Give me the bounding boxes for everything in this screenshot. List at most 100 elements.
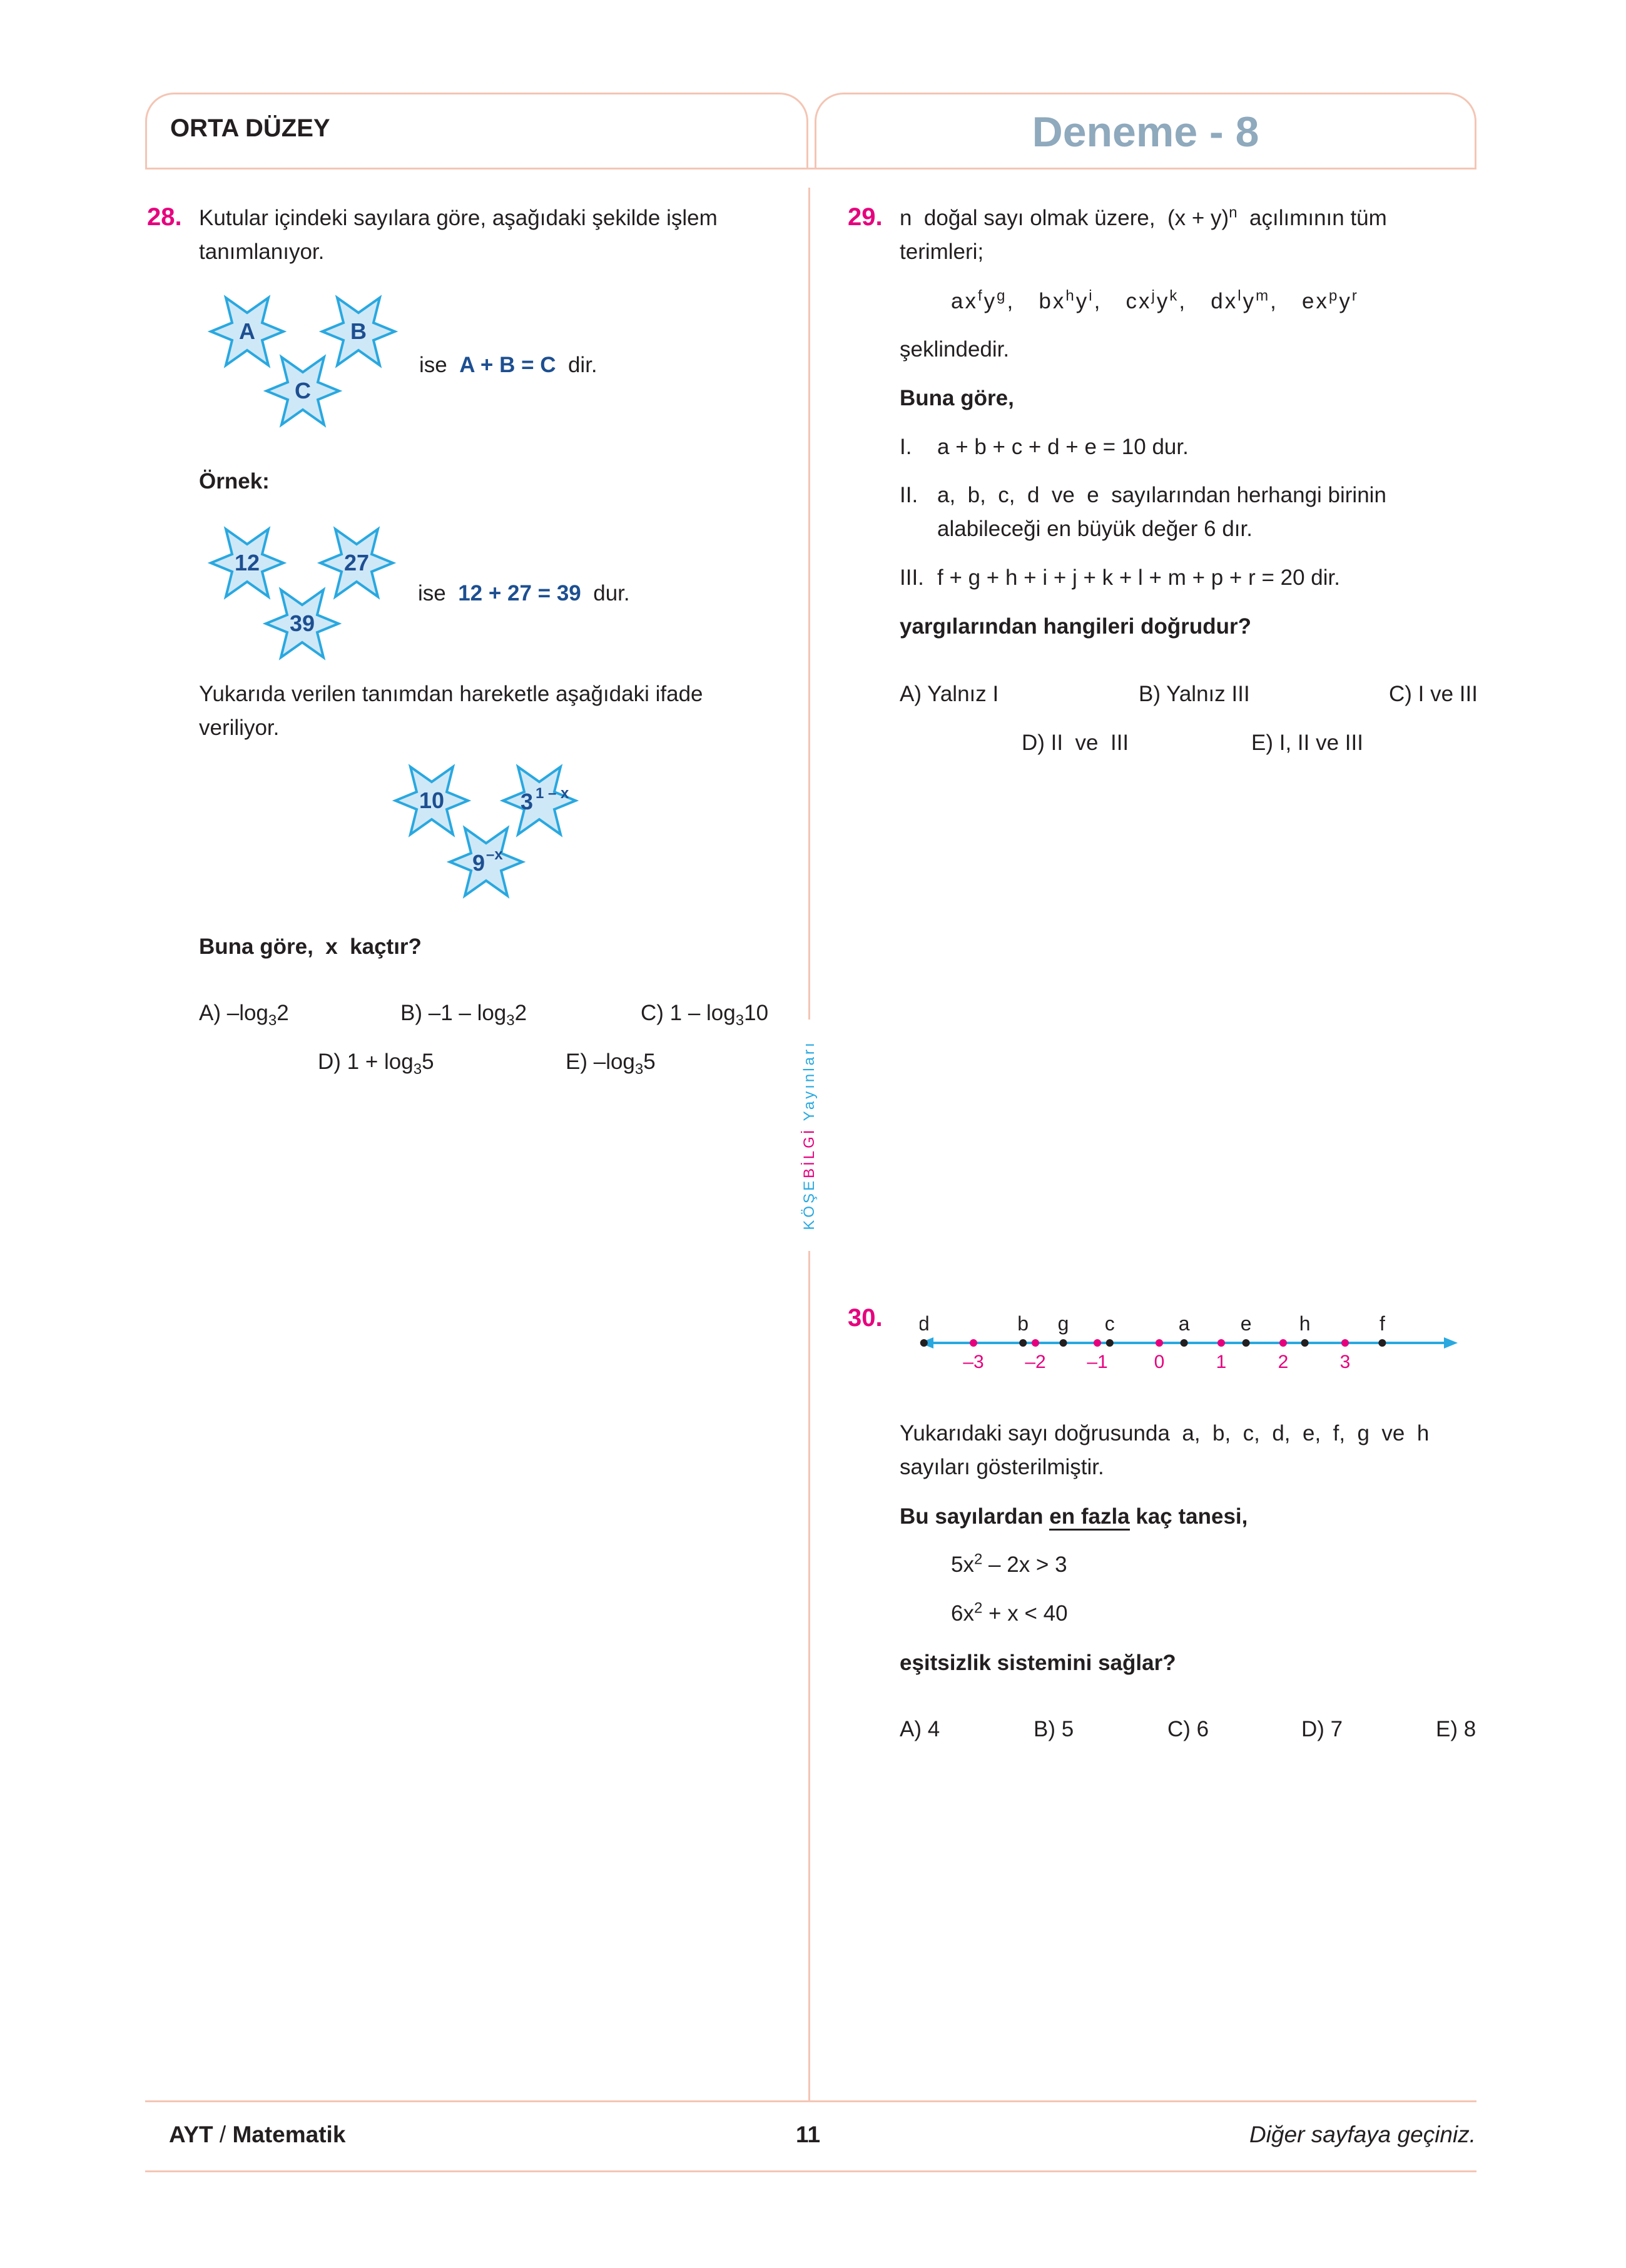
q30-option-d[interactable]: D) 7	[1301, 1717, 1343, 1741]
number-line-tick-dot	[1156, 1339, 1163, 1347]
q29-option-c[interactable]: C) I ve III	[1389, 682, 1478, 706]
q28-option-d-sub: 3	[413, 1061, 422, 1078]
number-line-tick-dot	[1217, 1339, 1225, 1347]
q29-term-2-e1: h	[1065, 287, 1076, 305]
q30-option-b[interactable]: B) 5	[1034, 1717, 1074, 1741]
q28-option-e-post: 5	[643, 1050, 656, 1074]
number-line-tick-dot	[1032, 1339, 1039, 1347]
q28-option-e-pre: E) –log	[566, 1050, 635, 1074]
q30-ineq1-a: 5x	[951, 1552, 974, 1577]
q29-term-1: axfyg,	[951, 287, 1015, 313]
q29-term-4-e1: l	[1237, 287, 1243, 305]
q30-option-a[interactable]: A) 4	[900, 1717, 940, 1741]
q28-def-equation: A + B = C	[459, 353, 556, 377]
svg-text:1 – x: 1 – x	[536, 785, 569, 802]
number-line-point-label: e	[1241, 1312, 1252, 1335]
q29-term-3-e2: k	[1169, 287, 1179, 305]
q28-option-c-sub: 3	[735, 1012, 744, 1029]
number-line-point-label: a	[1179, 1312, 1190, 1335]
q28-example-text: ise 12 + 27 = 39 dur.	[418, 577, 630, 610]
footer-page-number: 11	[796, 2122, 821, 2147]
number-line-point-dot	[1105, 1339, 1114, 1347]
q28-def-dir: dir.	[567, 353, 597, 377]
q28-option-b[interactable]: B) –1 – log32	[400, 1001, 527, 1028]
q29-option-e[interactable]: E) I, II ve III	[1251, 731, 1363, 755]
q29-line2: terimleri;	[900, 240, 984, 264]
q29-line1-sup: n	[1229, 204, 1237, 221]
q29-question: yargılarından hangileri doğrudur?	[900, 614, 1251, 639]
footer-exam: AYT	[169, 2122, 213, 2147]
q28-option-c[interactable]: C) 1 – log310	[641, 1001, 769, 1029]
q28-option-a[interactable]: A) –log32	[199, 1001, 289, 1028]
q29-term-2-e2: i	[1089, 287, 1094, 305]
q29-term-3-e1: j	[1151, 287, 1157, 305]
header-left-box	[145, 93, 808, 168]
number-line-tick-label: –3	[963, 1352, 983, 1372]
star-label-power9-base: 9	[472, 850, 485, 876]
q29-term-1-v: y	[983, 289, 997, 313]
q28-option-a-post: 2	[277, 1001, 289, 1025]
q29-term-5: expyr	[1302, 288, 1359, 313]
q30-inequality-2: 6x2 + x < 40	[951, 1597, 1068, 1631]
footer-next-page: Diğer sayfaya geçiniz.	[1249, 2122, 1476, 2147]
q29-option-b[interactable]: B) Yalnız III	[1139, 682, 1250, 706]
footer-bottom-line	[145, 2170, 1476, 2172]
number-line-tick-dot	[1279, 1339, 1287, 1347]
number-line-point-dot	[1059, 1339, 1067, 1347]
number-line-point-label: g	[1058, 1312, 1069, 1335]
number-line-point-dot	[1242, 1339, 1250, 1347]
level-label: ORTA DÜZEY	[170, 114, 330, 142]
q29-term-4-v: y	[1242, 289, 1256, 313]
q30-number-line: –3 –2 –1 0 1 2 3 d b g c a e h f	[920, 1312, 1458, 1372]
q28-text-line2: veriliyor.	[199, 716, 280, 740]
q28-option-e[interactable]: E) –log35	[566, 1050, 656, 1078]
svg-text:3: 3	[521, 789, 533, 814]
q29-term-4: dxlym,	[1211, 287, 1278, 313]
number-line-right-arrow	[1444, 1337, 1458, 1349]
q29-terms: axfyg, bxhyi, cxjyk, dxlym, expyr	[951, 285, 1359, 318]
svg-text:–x: –x	[486, 846, 503, 863]
number-line-tick-label: –2	[1025, 1352, 1045, 1372]
number-line-tick-label: –1	[1087, 1352, 1107, 1372]
page-title: Deneme - 8	[1032, 108, 1259, 156]
footer-subject: AYT / Matematik	[169, 2122, 345, 2148]
number-line-tick-dot	[970, 1339, 977, 1347]
q28-option-d-pre: D) 1 + log	[318, 1050, 414, 1074]
q28-option-d[interactable]: D) 1 + log35	[318, 1050, 434, 1078]
q29-option-d[interactable]: D) II ve III	[1022, 731, 1129, 755]
q29-term-5-c: ex	[1302, 289, 1329, 313]
q28-intro-line2: tanımlanıyor.	[199, 240, 325, 264]
number-line-tick-dot	[1341, 1339, 1349, 1347]
publisher-watermark: KÖŞEBİLGİ Yayınları	[801, 1040, 818, 1230]
q30-ineq2-a: 6x	[951, 1601, 974, 1626]
q28-text-line1: Yukarıda verilen tanımdan hareketle aşağ…	[199, 682, 703, 706]
q29-term-5-v: y	[1339, 289, 1352, 313]
q29-option-a[interactable]: A) Yalnız I	[900, 682, 999, 706]
q30-option-c[interactable]: C) 6	[1167, 1717, 1209, 1741]
number-line-tick-label: 0	[1154, 1352, 1165, 1372]
q30-ineq1-b: – 2x > 3	[982, 1552, 1067, 1577]
q30-ineq1-sup: 2	[973, 1551, 983, 1568]
star-label-power3-exp: 1 – x	[536, 785, 569, 802]
q30-option-e[interactable]: E) 8	[1436, 1717, 1476, 1741]
publisher-brand-c: Yayınları	[801, 1040, 818, 1128]
q28-question: Buna göre, x kaçtır?	[199, 934, 422, 959]
q30-inequality-1: 5x2 – 2x > 3	[951, 1548, 1067, 1582]
star-label-power9-exp: –x	[486, 846, 503, 863]
q28-option-c-post: 10	[744, 1001, 769, 1025]
q28-intro-line1: Kutular içindeki sayılara göre, aşağıdak…	[199, 206, 718, 230]
header-underline	[145, 168, 1476, 170]
q29-buna-gore: Buna göre,	[900, 386, 1014, 410]
svg-text:9: 9	[472, 850, 485, 876]
q28-option-d-post: 5	[422, 1050, 434, 1074]
q30-ineq2-sup: 2	[973, 1599, 983, 1617]
q28-option-e-sub: 3	[634, 1061, 644, 1078]
star-label-10: 10	[419, 787, 444, 813]
q29-term-1-e1: f	[977, 287, 984, 305]
number-line-point-label: c	[1105, 1312, 1115, 1335]
q29-term-2-c: bx	[1039, 289, 1066, 313]
q28-question-stars: 10 3 1 – x 9 –x	[392, 764, 579, 899]
footer-top-line	[145, 2100, 1476, 2102]
q29-line1-pre: n doğal sayı olmak üzere, (x + y)	[900, 206, 1229, 230]
q29-statement-1-num: I.	[900, 435, 912, 459]
